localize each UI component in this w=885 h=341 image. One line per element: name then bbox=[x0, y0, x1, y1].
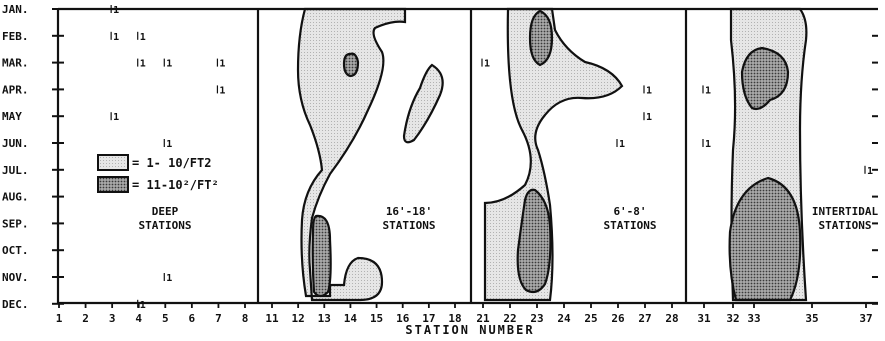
panel-labels: DEEP STATIONS 16'-18' STATIONS 6'-8' STA… bbox=[139, 205, 879, 232]
legend-swatch-low bbox=[97, 154, 129, 171]
station-tick-label: 5 bbox=[162, 312, 169, 325]
station-tick-label: 23 bbox=[530, 312, 543, 325]
station-tick-label: 21 bbox=[476, 312, 490, 325]
x-ticks bbox=[52, 8, 878, 308]
observation-label: 1 bbox=[705, 85, 711, 96]
legend: = 1- 10/FT2 = 11-10²/FT² bbox=[97, 154, 219, 193]
month-label: JUN. bbox=[2, 137, 29, 150]
station-tick-label: 27 bbox=[638, 312, 651, 325]
region-6-8-light bbox=[483, 7, 624, 302]
observation-label: 1 bbox=[705, 139, 711, 150]
observation-label: 1 bbox=[166, 273, 172, 284]
month-label: FEB. bbox=[2, 30, 29, 43]
station-tick-label: 8 bbox=[242, 312, 249, 325]
panel-label-16-18-line1: 16'-18' bbox=[386, 205, 432, 218]
station-tick-label: 1 bbox=[56, 312, 63, 325]
panel-label-deep-line2: STATIONS bbox=[139, 219, 192, 232]
observations: 1 1 1 1 1 1 1 1 1 1 1 1 1 1 1 1 1 1 bbox=[110, 5, 873, 311]
station-tick-label: 14 bbox=[344, 312, 358, 325]
station-tick-label: 13 bbox=[318, 312, 331, 325]
chart-frame bbox=[56, 7, 878, 305]
high-density-regions bbox=[311, 9, 802, 302]
observation-label: 1 bbox=[113, 32, 119, 43]
observation-label: 1 bbox=[219, 59, 225, 70]
legend-swatch-high bbox=[97, 176, 129, 193]
station-tick-label: 16 bbox=[396, 312, 410, 325]
month-label: APR. bbox=[2, 83, 29, 96]
observation-label: 1 bbox=[619, 139, 625, 150]
observation-label: 1 bbox=[166, 139, 172, 150]
observation-label: 1 bbox=[140, 32, 146, 43]
station-tick-label: 24 bbox=[557, 312, 571, 325]
month-label: MAR. bbox=[2, 57, 29, 70]
station-tick-label: 17 bbox=[422, 312, 435, 325]
region-16-18-light-main bbox=[296, 7, 407, 302]
month-label: JUL. bbox=[2, 164, 29, 177]
observation-label: 1 bbox=[646, 112, 652, 123]
station-tick-label: 26 bbox=[611, 312, 625, 325]
observation-label: 1 bbox=[867, 166, 873, 177]
station-tick-label: 32 bbox=[726, 312, 739, 325]
station-tick-label: 25 bbox=[584, 312, 597, 325]
observation-label: 1 bbox=[140, 300, 146, 311]
station-tick-label: 35 bbox=[805, 312, 818, 325]
panel-label-intertidal-line1: INTERTIDAL bbox=[812, 205, 879, 218]
region-6-8-dark-lower bbox=[516, 188, 552, 294]
station-tick-label: 3 bbox=[109, 312, 116, 325]
observation-label: 1 bbox=[113, 5, 119, 16]
x-axis-title: STATION NUMBER bbox=[405, 323, 534, 337]
station-tick-label: 4 bbox=[135, 312, 142, 325]
legend-label-high: = 11-10²/FT² bbox=[132, 178, 219, 192]
panel-label-6-8-line1: 6'-8' bbox=[613, 205, 646, 218]
station-tick-label: 15 bbox=[370, 312, 383, 325]
region-16-18-dark-spot bbox=[342, 52, 360, 78]
month-label: OCT. bbox=[2, 244, 29, 257]
month-label: MAY bbox=[2, 110, 22, 123]
month-label: SEP. bbox=[2, 217, 29, 230]
region-6-8-dark-upper bbox=[528, 9, 554, 67]
month-labels: JAN. FEB. MAR. APR. MAY JUN. JUL. AUG. SEP. OCT. N… bbox=[2, 3, 29, 311]
station-tick-label: 2 bbox=[82, 312, 89, 325]
station-tick-label: 6 bbox=[189, 312, 196, 325]
month-label: DEC. bbox=[2, 298, 29, 311]
panel-label-6-8-line2: STATIONS bbox=[604, 219, 657, 232]
month-label: NOV. bbox=[2, 271, 29, 284]
panel-label-deep-line1: DEEP bbox=[152, 205, 179, 218]
station-labels: 1 2 3 4 5 6 7 8 11 12 13 14 15 16 17 18 21 22 23 24 25 26 27 28… bbox=[56, 312, 873, 325]
station-tick-label: 22 bbox=[503, 312, 516, 325]
observation-label: 1 bbox=[113, 112, 119, 123]
region-16-18-dark-lower bbox=[311, 214, 332, 298]
region-intertidal-dark-lower bbox=[728, 176, 802, 302]
observation-label: 1 bbox=[140, 59, 146, 70]
panel-label-intertidal-line2: STATIONS bbox=[819, 219, 872, 232]
region-16-18-light-lens bbox=[402, 63, 444, 144]
station-tick-label: 28 bbox=[665, 312, 678, 325]
observation-label: 1 bbox=[166, 59, 172, 70]
observation-label: 1 bbox=[484, 59, 490, 70]
station-tick-label: 37 bbox=[859, 312, 872, 325]
month-label: AUG. bbox=[2, 191, 29, 204]
station-tick-label: 18 bbox=[448, 312, 461, 325]
station-tick-label: 7 bbox=[215, 312, 222, 325]
month-label: JAN. bbox=[2, 3, 29, 16]
station-tick-label: 12 bbox=[292, 312, 305, 325]
region-intertidal-dark-upper bbox=[740, 46, 790, 111]
station-tick-label: 11 bbox=[265, 312, 279, 325]
station-tick-label: 33 bbox=[747, 312, 760, 325]
panel-label-16-18-line2: STATIONS bbox=[383, 219, 436, 232]
legend-label-low: = 1- 10/FT2 bbox=[132, 156, 211, 170]
observation-label: 1 bbox=[646, 85, 652, 96]
observation-label: 1 bbox=[219, 85, 225, 96]
station-tick-label: 31 bbox=[697, 312, 711, 325]
